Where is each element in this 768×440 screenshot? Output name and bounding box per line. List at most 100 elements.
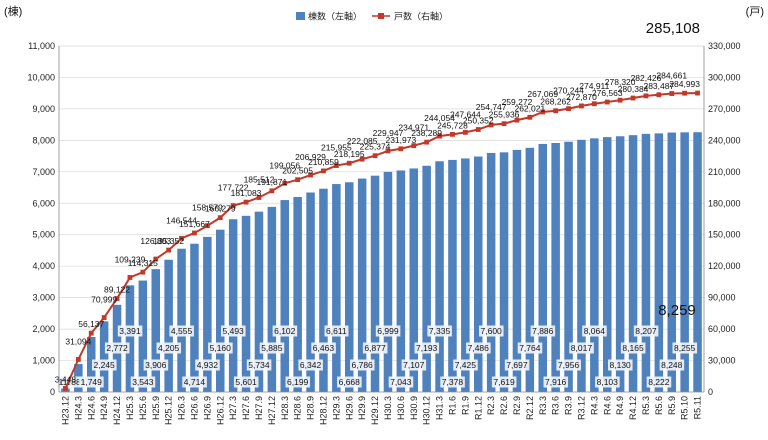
bar [499, 152, 509, 392]
bar [473, 156, 483, 392]
bar-data-label: 7,378 [442, 377, 464, 387]
legend-line-label: 戸数（右軸） [394, 11, 448, 22]
bar-data-label-background [427, 325, 452, 337]
bar [332, 184, 341, 392]
line-point [243, 199, 249, 205]
bar-data-label: 5,885 [261, 343, 283, 353]
line-point [204, 223, 210, 229]
bar-data-label-background [569, 342, 594, 354]
bar-data-label: 3,543 [132, 377, 154, 387]
bar-data-label-background [246, 359, 272, 371]
line-point [140, 269, 146, 275]
line-data-label: 31,094 [65, 336, 91, 346]
bar-data-label: 6,786 [352, 360, 374, 370]
line-data-label: 250,352 [463, 116, 494, 126]
bar [151, 269, 161, 392]
line-data-label: 151,667 [179, 219, 210, 229]
line-point [604, 99, 610, 105]
bar-data-label: 6,463 [313, 343, 335, 353]
bar [319, 188, 328, 392]
line-data-label: 259,272 [502, 97, 533, 107]
bar-data-label-background [479, 325, 504, 337]
line-point [437, 133, 442, 139]
right-axis-unit: (戸) [746, 6, 764, 18]
line-point [501, 121, 507, 127]
line-point [411, 143, 417, 149]
x-axis-tick-label: R5.10 [680, 396, 690, 420]
bar-data-label: 8,064 [584, 326, 606, 336]
line-data-label: 70,999 [91, 295, 117, 305]
line-point [217, 215, 223, 221]
bar-data-label-background [337, 376, 362, 388]
left-axis-tick-label: 10,000 [27, 72, 55, 82]
bar-data-label: 4,205 [158, 343, 180, 353]
line-data-label: 276,563 [592, 88, 623, 98]
x-axis-tick-label: H30.6 [396, 396, 406, 420]
bar [396, 170, 406, 392]
bar-data-label: 7,107 [403, 360, 425, 370]
legend: 棟数（左軸） 戸数（右軸） [296, 11, 448, 22]
left-axis-tick-label: 0 [50, 387, 55, 397]
bar [228, 219, 238, 392]
bar [357, 178, 367, 392]
x-axis-tick-label: H27.12 [267, 396, 277, 425]
x-axis-tick-label: R5.9 [667, 396, 677, 415]
bar-data-label-background [143, 359, 169, 371]
line-data-label: 185,512 [244, 174, 275, 184]
bar-data-label-background [92, 359, 117, 371]
line-point [192, 230, 197, 236]
x-axis-tick-label: R3.6 [551, 396, 561, 415]
left-axis-unit: (棟) [4, 4, 22, 18]
bar-data-label-background [182, 376, 207, 388]
line-data-label: 238,289 [411, 128, 442, 138]
line-point [295, 177, 301, 183]
x-axis-tick-label: H28.9 [306, 396, 316, 420]
x-axis-tick-label: H28.3 [280, 396, 290, 420]
bar-data-label: 7,886 [532, 326, 554, 336]
bar-data-label-background [272, 325, 298, 337]
line-point [114, 296, 120, 301]
bar [203, 236, 212, 392]
legend-bar-swatch [296, 12, 305, 20]
x-axis-tick-label: H25.12 [164, 396, 174, 425]
line-data-label: 234,971 [398, 123, 429, 133]
line-data-label: 56,137 [78, 319, 104, 329]
line-data-label: 146,544 [166, 215, 197, 225]
bar-data-label-background [517, 342, 543, 354]
line-point [475, 127, 481, 132]
bar-data-label-background [530, 325, 556, 337]
bar-data-label: 5,493 [223, 326, 245, 336]
line-point [424, 139, 430, 145]
bar-data-label-background [646, 376, 672, 388]
legend-bar-label: 棟数（左軸） [308, 11, 362, 22]
bar [267, 206, 277, 392]
bar-data-label-background [324, 325, 349, 337]
line-point [269, 188, 275, 194]
line-point [333, 163, 339, 168]
bar [306, 192, 315, 392]
line-point [617, 97, 623, 103]
left-axis-tick-label: 6,000 [32, 198, 55, 208]
line-point [153, 256, 159, 262]
line-data-label: 283,487 [643, 81, 674, 91]
x-axis-tick-label: H29.12 [370, 396, 380, 425]
line-data-label: 166,279 [205, 204, 236, 214]
x-axis-tick-label: H30.9 [409, 396, 419, 420]
bar-data-label: 6,342 [300, 360, 322, 370]
bar-data-label: 4,555 [171, 326, 193, 336]
line-point [372, 153, 378, 159]
x-axis-tick-label: R2.3 [486, 396, 496, 415]
bar [99, 321, 109, 392]
line-data-label: 210,859 [308, 157, 339, 167]
right-axis-tick-label: 30,000 [708, 356, 736, 366]
line-point [695, 90, 700, 96]
bar-data-label-background [440, 376, 465, 388]
bar-data-label: 6,877 [364, 343, 386, 353]
bar-data-label: 5,601 [235, 377, 257, 387]
line-point [527, 114, 533, 120]
line-point [346, 160, 352, 166]
line-data-label: 215,955 [321, 143, 352, 153]
bar-data-label: 7,764 [519, 343, 541, 353]
bar [138, 280, 148, 392]
line-point [88, 330, 94, 336]
